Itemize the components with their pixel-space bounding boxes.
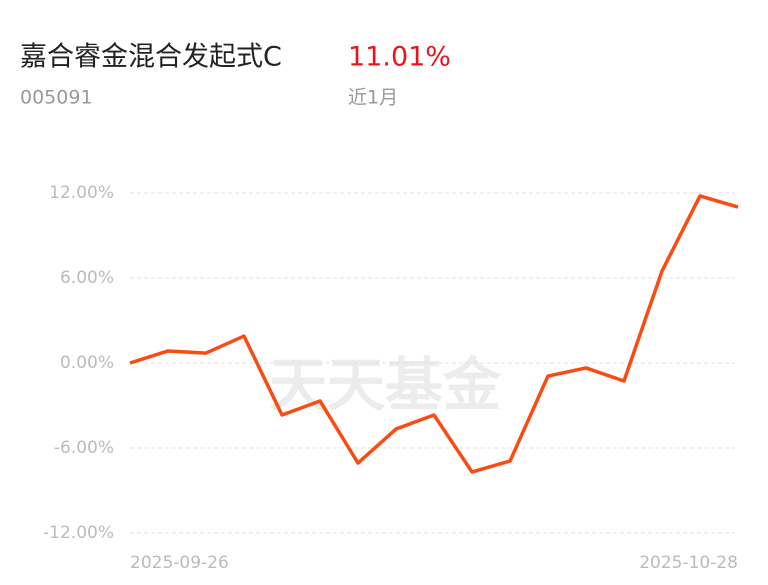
fund-line [129, 194, 739, 474]
period-label: 近1月 [348, 87, 398, 109]
watermark: 天天基金 [269, 351, 502, 419]
y-tick-label: -12.00% [43, 523, 114, 543]
y-tick-label: 12.00% [49, 183, 114, 203]
fund-name: 嘉合睿金混合发起式C [20, 42, 282, 73]
y-tick-label: 0.00% [60, 353, 114, 373]
y-tick-label: 6.00% [60, 268, 114, 288]
x-tick-label: 2025-10-28 [639, 553, 738, 573]
fund-code: 005091 [20, 87, 93, 109]
y-tick-label: -6.00% [54, 438, 114, 458]
x-tick-label: 2025-09-26 [130, 553, 229, 573]
fund-return: 11.01% [348, 42, 451, 73]
